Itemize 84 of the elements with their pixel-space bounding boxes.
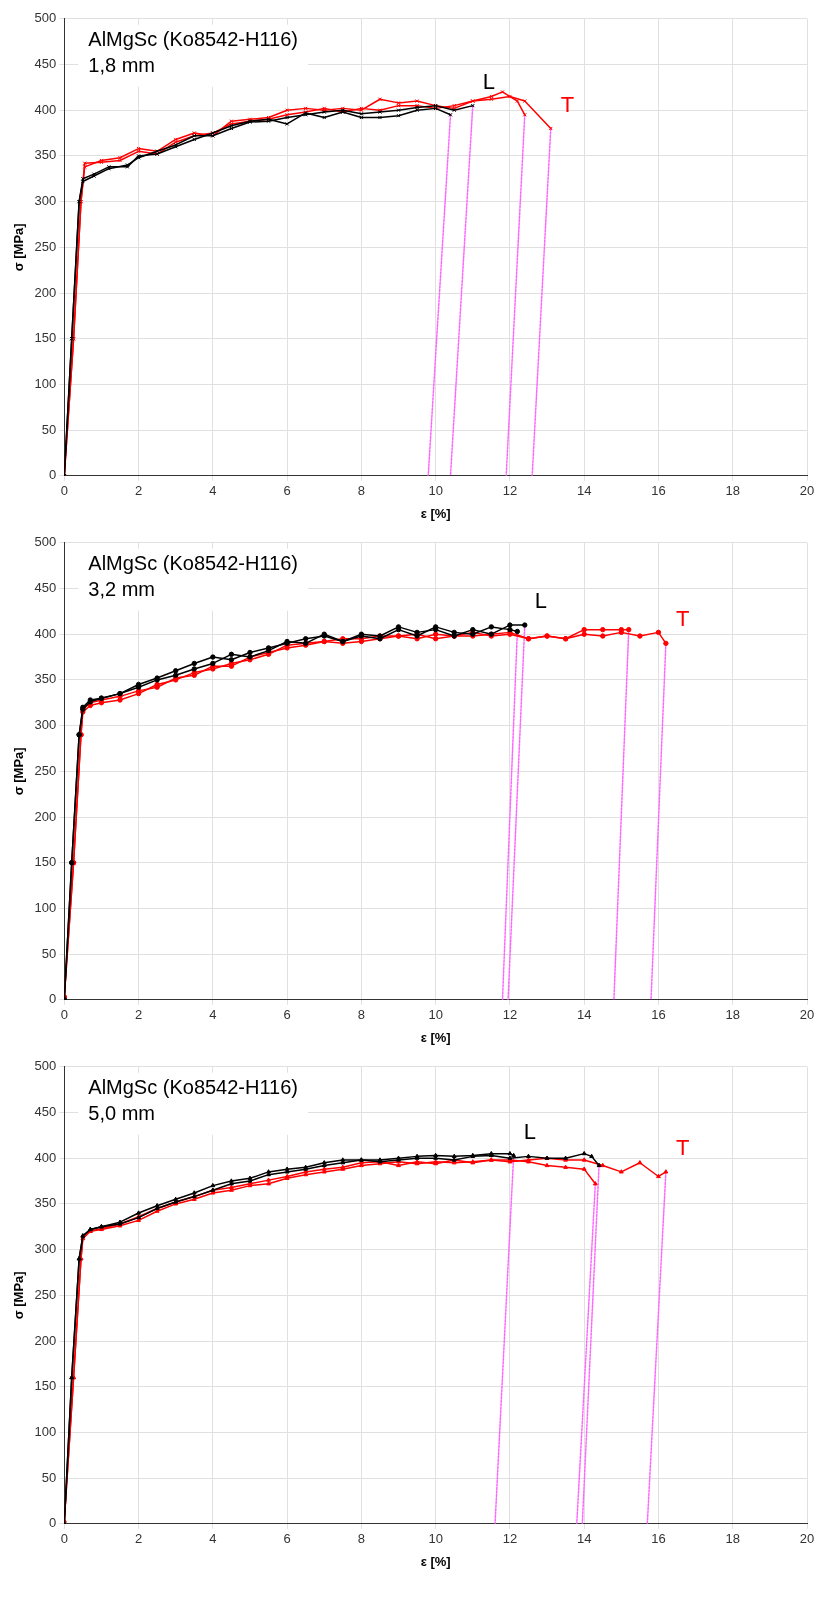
- y-tick-label: 150: [34, 1378, 57, 1394]
- y-tick-label: 0: [49, 991, 57, 1007]
- x-tick-label: 18: [725, 483, 740, 499]
- x-tick-label: 2: [134, 1007, 143, 1023]
- x-tick-label: 8: [357, 483, 365, 499]
- x-tick-label: 14: [576, 483, 592, 499]
- x-tick-label: 14: [576, 1007, 592, 1023]
- y-tick-label: 100: [34, 375, 57, 391]
- y-axis-title: σ [MPa]: [11, 1271, 27, 1320]
- x-tick-label: 6: [283, 1531, 291, 1547]
- series-label: L: [534, 588, 548, 614]
- x-tick-label: 2: [134, 483, 143, 499]
- x-tick-label: 18: [725, 1007, 740, 1023]
- y-tick-label: 450: [34, 1104, 57, 1120]
- x-tick-label: 16: [651, 1531, 666, 1547]
- x-tick-label: 8: [357, 1007, 365, 1023]
- y-tick-label: 350: [34, 1195, 57, 1211]
- x-tick-label: 4: [209, 483, 217, 499]
- text: 3,2 mm: [88, 578, 155, 601]
- y-tick-label: 300: [34, 717, 57, 733]
- y-tick-label: 250: [34, 762, 57, 778]
- y-tick-label: 350: [34, 147, 57, 163]
- y-tick-label: 250: [34, 238, 57, 254]
- y-tick-label: 250: [34, 1286, 57, 1302]
- y-tick-label: 150: [34, 330, 57, 346]
- x-tick-label: 16: [651, 1007, 666, 1023]
- y-tick-label: 450: [34, 580, 57, 596]
- y-tick-label: 500: [34, 534, 57, 550]
- y-tick-label: 450: [34, 56, 57, 72]
- x-tick-label: 10: [428, 1531, 443, 1547]
- text: 1,8 mm: [88, 54, 155, 77]
- y-tick-label: 400: [34, 1149, 57, 1165]
- series-label: L: [482, 68, 496, 94]
- x-tick-label: 12: [502, 1007, 518, 1023]
- x-axis-title: ε [%]: [420, 505, 451, 521]
- text: AlMgSc (Ko8542-H116): [88, 1076, 299, 1099]
- x-tick-label: 0: [60, 483, 68, 499]
- x-tick-label: 20: [799, 1531, 815, 1547]
- series-label: T: [560, 91, 575, 117]
- y-tick-label: 400: [34, 625, 57, 641]
- x-tick-label: 6: [283, 1007, 291, 1023]
- y-tick-label: 200: [34, 808, 57, 824]
- x-tick-label: 4: [209, 1007, 217, 1023]
- x-tick-label: 16: [651, 483, 666, 499]
- x-axis-title: ε [%]: [420, 1553, 451, 1569]
- x-tick-label: 10: [428, 1007, 443, 1023]
- series-label: T: [675, 1134, 690, 1160]
- x-tick-label: 2: [134, 1531, 143, 1547]
- series-label: T: [675, 606, 690, 632]
- x-tick-label: 0: [60, 1007, 68, 1023]
- x-tick-label: 12: [502, 1531, 518, 1547]
- x-tick-label: 14: [576, 1531, 592, 1547]
- series-label: L: [523, 1118, 536, 1144]
- x-tick-label: 18: [725, 1531, 740, 1547]
- x-tick-label: 20: [799, 483, 815, 499]
- x-tick-label: 8: [357, 1531, 365, 1547]
- y-tick-label: 500: [34, 1058, 57, 1074]
- x-tick-label: 0: [60, 1531, 68, 1547]
- y-tick-label: 350: [34, 671, 57, 687]
- y-tick-label: 100: [34, 1423, 57, 1439]
- y-tick-label: 500: [34, 10, 57, 26]
- y-tick-label: 50: [41, 1469, 57, 1485]
- y-tick-label: 200: [34, 1332, 57, 1348]
- x-tick-label: 4: [209, 1531, 217, 1547]
- y-axis-title: σ [MPa]: [11, 223, 27, 272]
- x-axis-title: ε [%]: [420, 1029, 451, 1045]
- y-tick-label: 0: [49, 1515, 57, 1531]
- text: AlMgSc (Ko8542-H116): [88, 552, 299, 575]
- y-tick-label: 300: [34, 193, 57, 209]
- y-tick-label: 200: [34, 284, 57, 300]
- y-tick-label: 100: [34, 899, 57, 915]
- y-tick-label: 50: [41, 421, 57, 437]
- text: 5,0 mm: [88, 1102, 155, 1125]
- x-tick-label: 20: [799, 1007, 815, 1023]
- y-tick-label: 150: [34, 854, 57, 870]
- y-tick-label: 0: [49, 467, 57, 483]
- x-tick-label: 12: [502, 483, 518, 499]
- y-tick-label: 300: [34, 1241, 57, 1257]
- x-tick-label: 6: [283, 483, 291, 499]
- text: AlMgSc (Ko8542-H116): [88, 28, 299, 51]
- y-axis-title: σ [MPa]: [11, 747, 27, 796]
- y-tick-label: 50: [41, 945, 57, 961]
- x-tick-label: 10: [428, 483, 443, 499]
- y-tick-label: 400: [34, 101, 57, 117]
